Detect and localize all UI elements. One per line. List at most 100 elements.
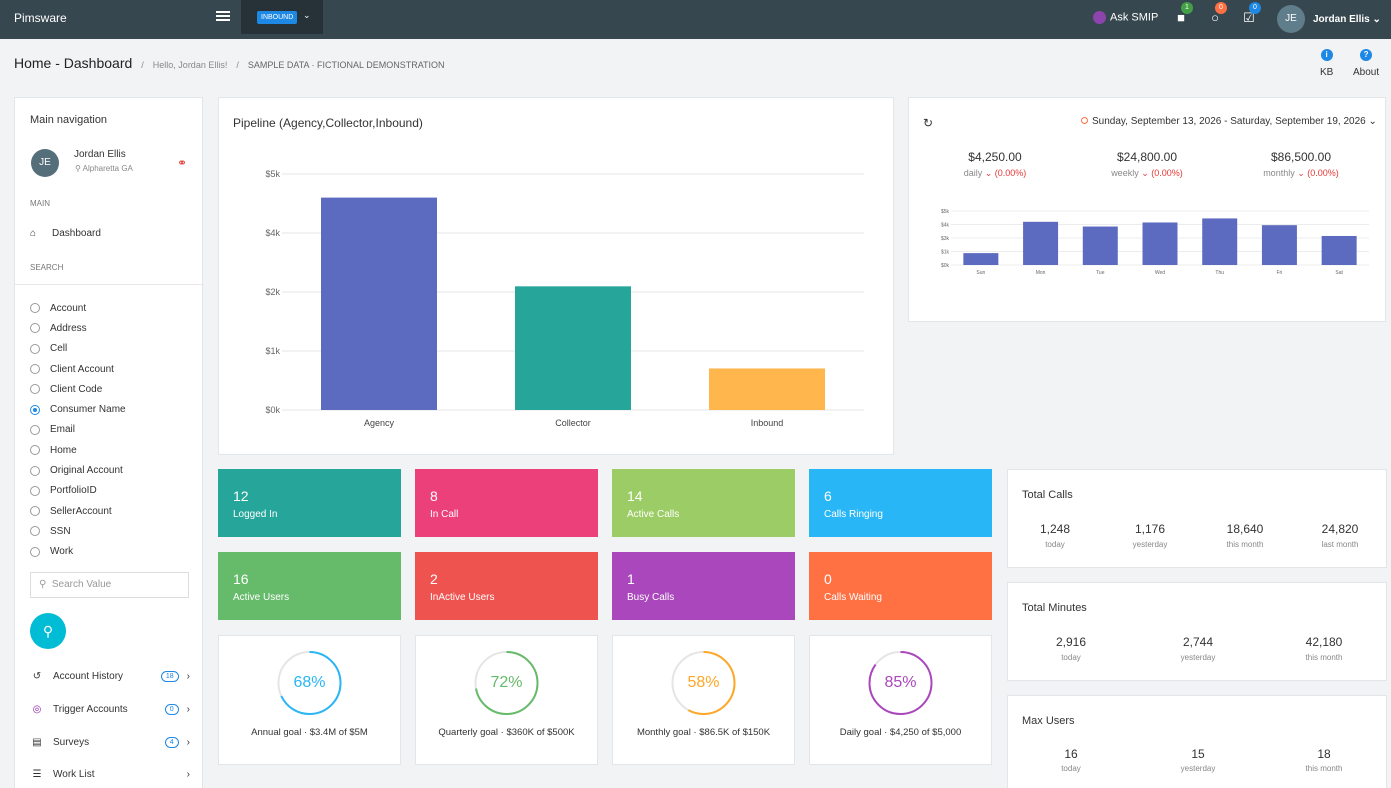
radio-button[interactable]	[30, 303, 40, 314]
brand-name[interactable]: Pimsware	[14, 11, 67, 25]
gauge-label: Quarterly goal · $360K of $500K	[438, 727, 575, 738]
y-tick-label: $1k	[941, 250, 950, 256]
stat-value: 18	[1317, 747, 1331, 761]
x-tick-label: Mon	[1036, 270, 1046, 276]
search-option-label: Cell	[50, 343, 68, 355]
bar[interactable]	[321, 197, 437, 410]
campaign-selector[interactable]: INBOUND ⌄	[241, 0, 323, 34]
stat-label: last month	[1321, 540, 1359, 549]
sidebar-item-work-list[interactable]: ☰ Work List ›	[30, 769, 190, 780]
status-tile[interactable]: 1 Busy Calls	[612, 552, 795, 620]
menu-label: Work List	[53, 769, 95, 780]
radio-button[interactable]	[30, 485, 40, 496]
pipeline-chart: $0k $1k $2k $4k $5k Agency Collector Inbound	[265, 169, 864, 428]
status-tile[interactable]: 0 Calls Waiting	[809, 552, 992, 620]
radio-button[interactable]	[30, 445, 40, 456]
radio-button[interactable]	[30, 465, 40, 476]
radio-button[interactable]	[30, 424, 40, 435]
stat-value: 42,180	[1305, 635, 1343, 649]
page-title: Home - Dashboard	[14, 55, 133, 71]
search-option-label: Client Code	[50, 383, 103, 395]
bar[interactable]	[1023, 221, 1059, 265]
bar[interactable]	[1261, 225, 1297, 265]
stat-label: this month	[1305, 764, 1343, 773]
search-option[interactable]: SSN	[30, 521, 126, 541]
bar[interactable]	[709, 368, 825, 410]
bar[interactable]	[1142, 222, 1178, 265]
y-tick-label: $2k	[265, 287, 280, 297]
ask-smip-button[interactable]: Ask SMIP	[1093, 11, 1158, 24]
status-tile[interactable]: 2 InActive Users	[415, 552, 598, 620]
gift-icon[interactable]: ■ 1	[1173, 2, 1193, 26]
search-option[interactable]: PortfolioID	[30, 481, 126, 501]
search-option[interactable]: SellerAccount	[30, 501, 126, 521]
sidebar-item-surveys[interactable]: ▤ Surveys 4 ›	[30, 737, 190, 748]
user-menu[interactable]: Jordan Ellis ⌄	[1313, 14, 1381, 25]
search-option[interactable]: Consumer Name	[30, 399, 126, 419]
search-option[interactable]: Original Account	[30, 460, 126, 480]
bar[interactable]	[1202, 218, 1238, 265]
radio-button[interactable]	[30, 506, 40, 517]
search-button[interactable]: ⚲	[30, 613, 66, 649]
search-option[interactable]: Home	[30, 440, 126, 460]
radio-button[interactable]	[30, 384, 40, 395]
bar[interactable]	[1082, 226, 1118, 265]
task-icon[interactable]: ☑ 0	[1241, 2, 1261, 26]
avatar: JE	[31, 149, 59, 177]
bar[interactable]	[1321, 235, 1357, 265]
search-option[interactable]: Client Code	[30, 379, 126, 399]
sample-notice: SAMPLE DATA · FICTIONAL DEMONSTRATION	[247, 60, 445, 70]
x-tick-label: Agency	[364, 418, 395, 428]
status-tile[interactable]: 8 In Call	[415, 469, 598, 537]
user-avatar[interactable]: JE	[1277, 5, 1305, 33]
search-option[interactable]: Address	[30, 318, 126, 338]
ask-smip-label: Ask SMIP	[1110, 11, 1159, 24]
search-option[interactable]: Client Account	[30, 359, 126, 379]
status-tile[interactable]: 14 Active Calls	[612, 469, 795, 537]
radio-button[interactable]	[30, 526, 40, 537]
radio-button[interactable]	[30, 404, 40, 415]
gauge-percent: 58%	[687, 674, 720, 691]
status-tile[interactable]: 12 Logged In	[218, 469, 401, 537]
search-input[interactable]: ⚲ Search Value	[30, 572, 189, 598]
headset-icon[interactable]: ⚭	[177, 156, 188, 170]
radio-button[interactable]	[30, 343, 40, 354]
total-calls-panel: Total Calls 1,248 today 1,176 yesterday …	[1007, 469, 1387, 568]
chat-icon[interactable]: ○ 0	[1207, 2, 1227, 26]
search-option[interactable]: Email	[30, 420, 126, 440]
gauge-percent: 85%	[884, 674, 917, 691]
calendar-dot-icon	[1081, 117, 1088, 124]
x-tick-label: Sat	[1335, 270, 1343, 276]
about-button[interactable]: ? About	[1353, 49, 1379, 78]
chevron-down-icon: ⌄	[984, 168, 993, 178]
search-option[interactable]: Cell	[30, 339, 126, 359]
chevron-down-icon: ⌄	[1372, 14, 1381, 25]
sidebar-item-dashboard[interactable]: ⌂ Dashboard	[30, 228, 101, 239]
search-option[interactable]: Work	[30, 542, 126, 562]
sidebar-item-trigger-accounts[interactable]: ◎ Trigger Accounts 0 ›	[30, 704, 190, 715]
stat-label: today	[1045, 540, 1065, 549]
count-badge: 4	[164, 737, 179, 748]
date-range-picker[interactable]: Sunday, September 13, 2026 - Saturday, S…	[1081, 116, 1377, 127]
stat-value: 16	[1064, 747, 1078, 761]
bar[interactable]	[963, 253, 999, 265]
refresh-icon[interactable]: ↻	[923, 116, 934, 130]
radio-button[interactable]	[30, 546, 40, 557]
status-tile[interactable]: 16 Active Users	[218, 552, 401, 620]
kb-button[interactable]: i KB	[1320, 49, 1333, 78]
history-icon: ↺	[32, 671, 42, 682]
change: (0.00%)	[1307, 168, 1339, 178]
search-option[interactable]: Account	[30, 298, 126, 318]
kb-label: KB	[1320, 67, 1334, 78]
search-option-label: Address	[50, 322, 87, 334]
status-tile[interactable]: 6 Calls Ringing	[809, 469, 992, 537]
sidebar-item-account-history[interactable]: ↺ Account History 18 ›	[30, 671, 190, 682]
count-badge: 18	[160, 671, 179, 682]
radio-button[interactable]	[30, 364, 40, 375]
bar[interactable]	[515, 286, 631, 410]
weekly-stat: $24,800.00 weekly ⌄ (0.00%)	[1077, 150, 1217, 179]
search-label: SEARCH	[30, 263, 64, 272]
sidebar: Main navigation JE Jordan Ellis ⚲ Alphar…	[14, 97, 204, 788]
menu-icon[interactable]	[216, 11, 230, 23]
radio-button[interactable]	[30, 323, 40, 334]
